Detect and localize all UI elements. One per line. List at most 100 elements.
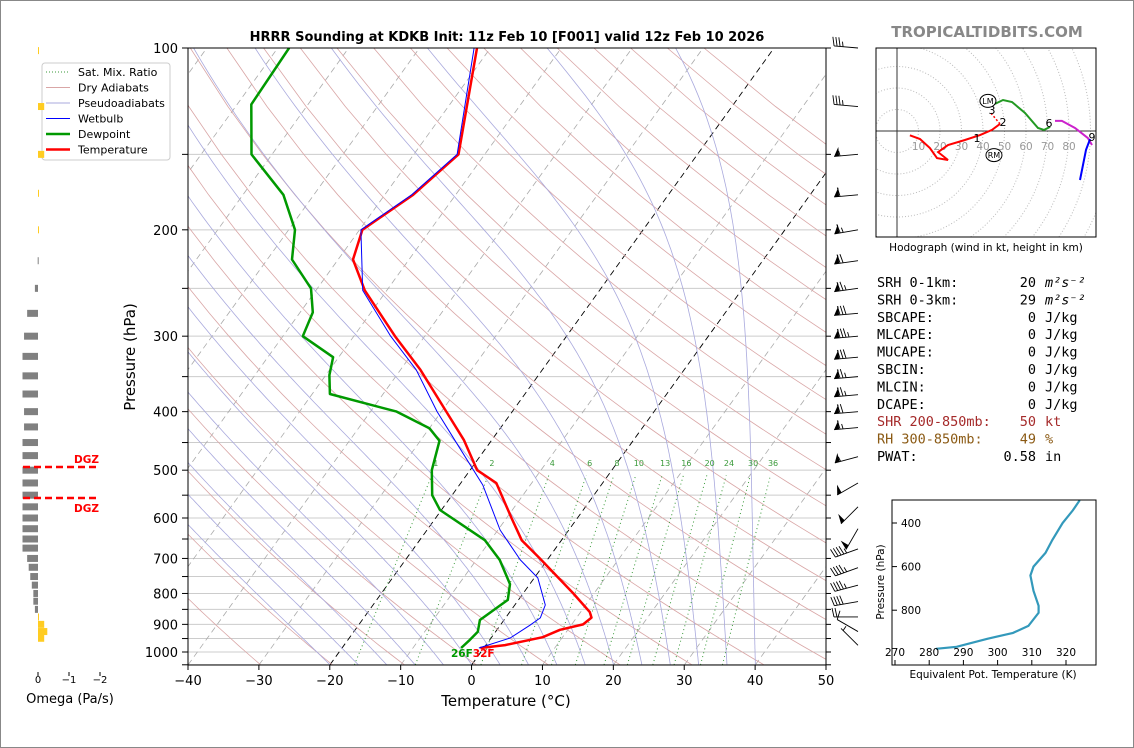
wind-barb [838, 506, 859, 525]
barb-half [837, 456, 842, 462]
barb-full [838, 95, 841, 106]
index-label: MLCIN: [877, 379, 926, 395]
barb-staff [834, 103, 859, 107]
temperature-line [351, 48, 593, 650]
y-tick-label: 1000 [145, 646, 178, 661]
mixing-ratio-label: 13 [660, 459, 670, 468]
wind-barb [834, 387, 859, 398]
barb-staff [834, 584, 859, 592]
wind-barbs [830, 36, 859, 646]
hodograph-height-label: 3 [989, 104, 996, 117]
mixing-ratio-line [700, 475, 751, 665]
index-label: RH 300-850mb: [877, 432, 983, 448]
theta-e-y-tick-label: 400 [901, 518, 921, 530]
skewt-plot-frame [187, 47, 827, 666]
hodograph-segment [909, 123, 1001, 161]
indices-table: SRH 0-1km: 20 m²s⁻² SRH 0-3km: 29 m²s⁻² SBCAPE… [877, 275, 1086, 465]
hodograph-segment [1079, 138, 1092, 181]
barb-full [842, 328, 847, 338]
omega-bar [38, 226, 39, 234]
wind-barb [830, 595, 859, 607]
omega-bar [27, 554, 38, 562]
barb-full [832, 548, 839, 557]
mixing-ratio-line [652, 475, 708, 665]
theta-e-x-tick-label: 310 [1022, 647, 1042, 659]
barb-full [839, 305, 844, 315]
wind-barb [834, 147, 859, 157]
wind-barb [834, 187, 859, 198]
x-tick-label: 10 [534, 674, 551, 689]
index-unit: kt [1045, 414, 1061, 430]
index-label: DCAPE: [877, 397, 926, 413]
index-value: 50 [1020, 414, 1036, 430]
omega-bar [33, 589, 38, 597]
dry-adiabat-line [299, 48, 826, 507]
x-tick-label: −20 [316, 674, 343, 689]
index-row: SHR 200-850mb: 50 kt [877, 414, 1061, 430]
barb-full [836, 595, 841, 605]
mixing-ratio-label: 24 [724, 459, 734, 468]
mixing-ratio-line [414, 475, 489, 665]
hodograph-ring-label: 50 [998, 141, 1011, 153]
dry-adiabat-line [263, 48, 826, 544]
wind-barb [834, 328, 859, 339]
x-tick-label: 20 [605, 674, 622, 689]
theta-e-trace [935, 500, 1081, 650]
storm-motion-marker [979, 93, 997, 108]
mixing-ratio-line [550, 475, 615, 665]
barb-full [836, 404, 841, 414]
surface-dewpoint-value: 26F [451, 648, 473, 660]
hodograph-ring-label: 20 [933, 141, 946, 153]
dry-adiabat-line [336, 48, 826, 471]
wind-barb [830, 564, 859, 577]
wind-barb [836, 610, 859, 632]
index-unit: J/kg [1045, 397, 1078, 413]
barb-full [834, 607, 838, 618]
barb-full [836, 187, 841, 197]
omega-bar [22, 452, 38, 460]
skewt-profiles [250, 48, 593, 650]
barb-half [840, 227, 844, 233]
index-value: 0 [1028, 327, 1036, 343]
barb-full [838, 580, 844, 590]
barb-full [830, 582, 836, 592]
legend: Sat. Mix. Ratio Dry Adiabats Pseudoadiab… [41, 62, 171, 161]
barb-half [842, 626, 847, 631]
omega-bar [22, 479, 38, 487]
barb-flag [840, 540, 849, 550]
dry-adiabat-line [189, 48, 826, 620]
y-tick-label: 300 [153, 330, 178, 345]
y-tick-label: 500 [153, 464, 178, 479]
legend-label: Pseudoadiabats [78, 97, 165, 110]
surface-temperature-value: 32F [473, 648, 495, 660]
legend-label: Wetbulb [78, 113, 123, 126]
hodograph-ring-label: 80 [1062, 141, 1075, 153]
isotherm-line [188, 48, 491, 469]
dewpoint-line [250, 48, 512, 649]
hodograph-segment [989, 111, 1001, 125]
index-unit: m²s⁻² [1044, 292, 1086, 308]
barb-staff [845, 528, 859, 550]
index-value: 29 [1020, 292, 1036, 308]
index-row: MLCAPE: 0 J/kg [877, 327, 1078, 343]
wind-barb [834, 349, 859, 360]
omega-bar [38, 634, 45, 642]
isotherm-line [258, 48, 704, 665]
barb-full [839, 404, 844, 414]
barb-full [839, 595, 844, 605]
index-value: 0 [1028, 397, 1036, 413]
mixing-ratio-line [673, 475, 727, 665]
barb-half [838, 150, 841, 157]
omega-bar [27, 309, 38, 317]
pseudoadiabat-line [188, 461, 387, 665]
barb-full [836, 328, 841, 338]
mixing-ratio-line [721, 475, 771, 665]
dry-adiabat-line [446, 48, 826, 367]
barb-full [832, 566, 839, 576]
hodograph-height-label: 6 [1046, 117, 1053, 130]
omega-tick-label: 0 [35, 675, 41, 686]
theta-e-x-tick-label: 300 [988, 647, 1008, 659]
omega-bar [30, 573, 38, 581]
index-value: 0 [1028, 379, 1036, 395]
